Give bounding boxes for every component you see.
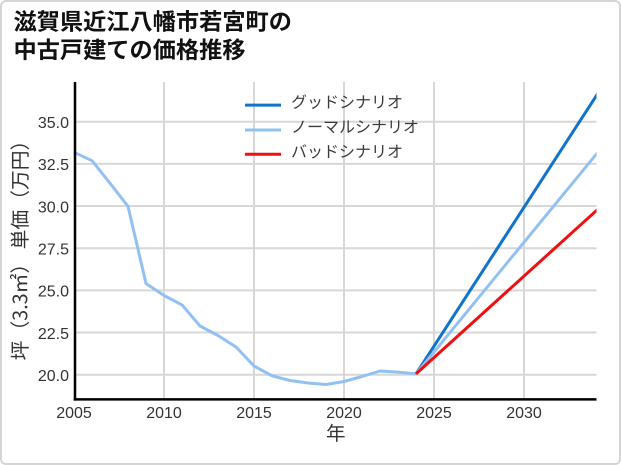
svg-text:2010: 2010 bbox=[146, 405, 182, 422]
svg-text:2015: 2015 bbox=[236, 405, 272, 422]
svg-text:2020: 2020 bbox=[326, 405, 362, 422]
svg-text:30.0: 30.0 bbox=[38, 199, 69, 216]
svg-text:27.5: 27.5 bbox=[38, 242, 69, 259]
svg-text:35.0: 35.0 bbox=[38, 115, 69, 132]
svg-text:2005: 2005 bbox=[56, 405, 92, 422]
svg-text:2030: 2030 bbox=[506, 405, 542, 422]
svg-text:32.5: 32.5 bbox=[38, 157, 69, 174]
svg-text:25.0: 25.0 bbox=[38, 284, 69, 301]
svg-text:2025: 2025 bbox=[416, 405, 452, 422]
svg-text:22.5: 22.5 bbox=[38, 326, 69, 343]
svg-text:20.0: 20.0 bbox=[38, 368, 69, 385]
